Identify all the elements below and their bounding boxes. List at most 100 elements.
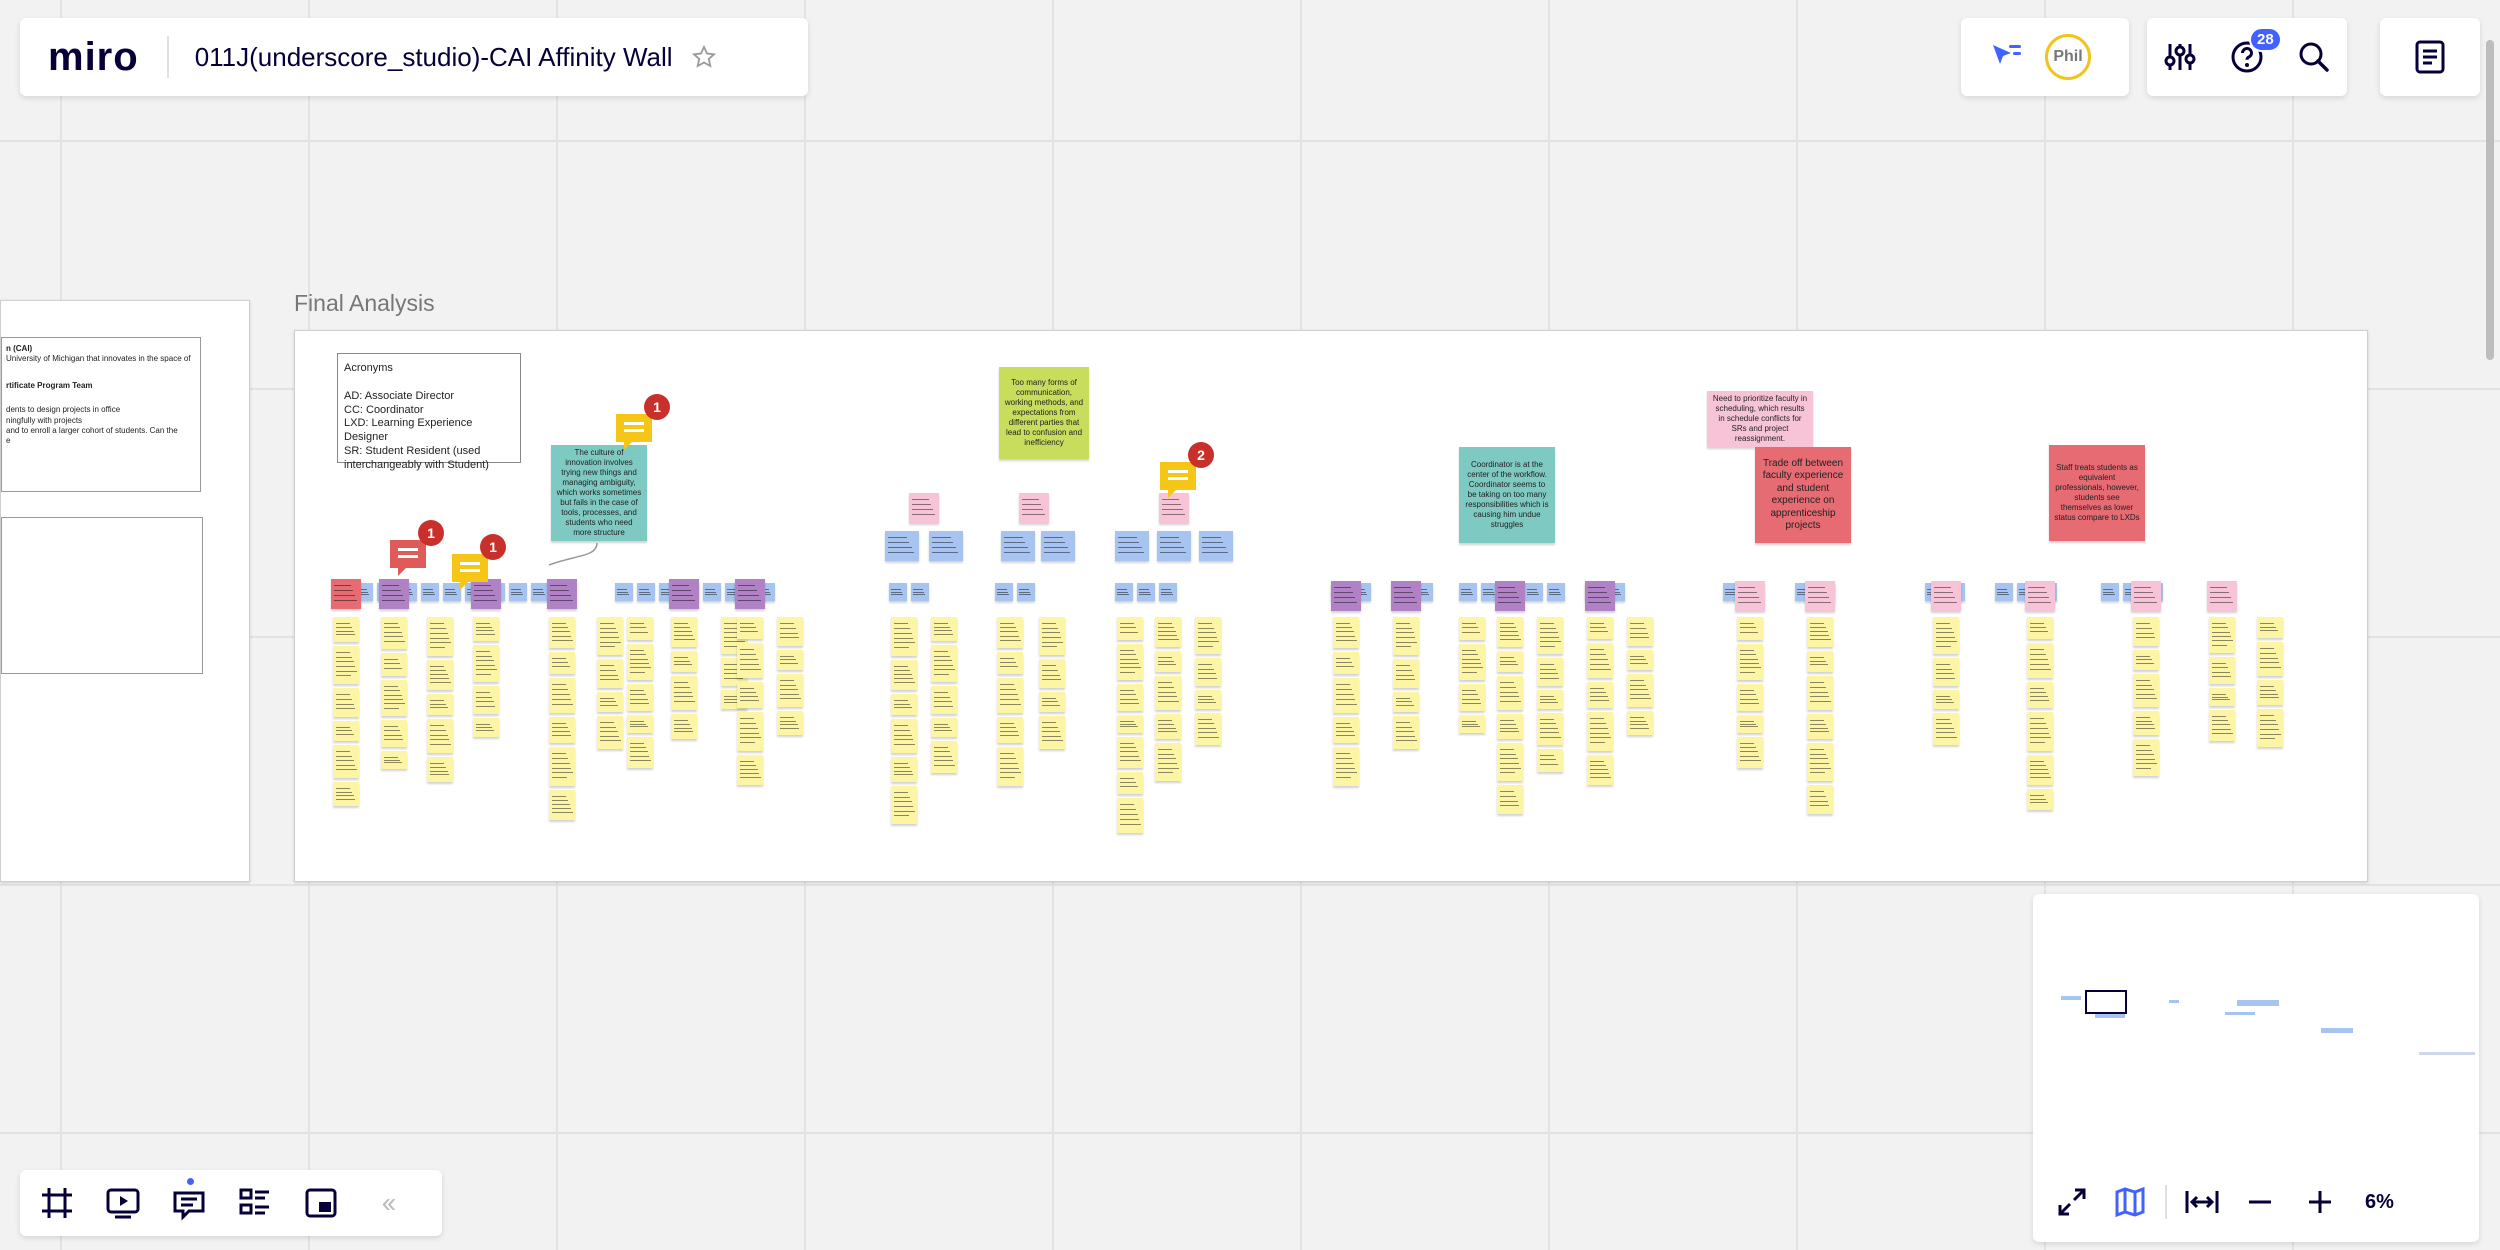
- sticky-note[interactable]: [777, 674, 803, 707]
- sticky-note[interactable]: [777, 711, 803, 735]
- sticky-note[interactable]: [1497, 617, 1523, 647]
- sticky-note[interactable]: [1459, 715, 1485, 733]
- sub-header-sticky[interactable]: [1481, 583, 1499, 601]
- sub-header-sticky[interactable]: [509, 583, 527, 601]
- sticky-note[interactable]: [1587, 617, 1613, 639]
- vertical-scrollbar[interactable]: [2486, 40, 2494, 360]
- sticky-note[interactable]: [627, 737, 653, 768]
- left-empty-card[interactable]: [1, 517, 203, 674]
- sticky-note[interactable]: [1737, 644, 1763, 680]
- sticky-note[interactable]: [427, 617, 453, 656]
- header-sticky[interactable]: [1931, 581, 1961, 611]
- sticky-note[interactable]: [1807, 676, 1833, 710]
- sticky-note[interactable]: [891, 617, 917, 656]
- header-sticky[interactable]: [1019, 493, 1049, 523]
- sticky-note[interactable]: [627, 617, 653, 640]
- comment-pin[interactable]: 2: [1156, 442, 1214, 507]
- sticky-note[interactable]: [381, 617, 407, 649]
- sticky-note[interactable]: [2133, 711, 2159, 735]
- sticky-note[interactable]: [1155, 676, 1181, 710]
- sticky-note[interactable]: [1039, 659, 1065, 688]
- header-sticky[interactable]: [735, 579, 765, 609]
- sub-header-sticky[interactable]: [1157, 531, 1191, 561]
- comment-pin[interactable]: 1: [448, 534, 506, 599]
- sticky-note[interactable]: [1393, 716, 1419, 749]
- sticky-note[interactable]: [891, 719, 917, 753]
- sticky-note[interactable]: [891, 660, 917, 690]
- header-sticky[interactable]: [1585, 581, 1615, 611]
- sticky-note[interactable]: [1333, 678, 1359, 713]
- sticky-note[interactable]: [931, 617, 957, 641]
- sticky-note[interactable]: [891, 757, 917, 782]
- sticky-note[interactable]: [627, 684, 653, 711]
- sticky-note[interactable]: [597, 716, 623, 749]
- sticky-note[interactable]: [1333, 652, 1359, 674]
- sticky-note[interactable]: [671, 617, 697, 647]
- sticky-note[interactable]: [997, 747, 1023, 786]
- sticky-note[interactable]: [891, 786, 917, 824]
- sticky-note[interactable]: [1807, 743, 1833, 781]
- frames-button[interactable]: [30, 1176, 84, 1230]
- sticky-note[interactable]: [1333, 617, 1359, 648]
- sticky-note[interactable]: [1155, 714, 1181, 739]
- header-sticky[interactable]: [1805, 581, 1835, 611]
- sub-header-sticky[interactable]: [531, 583, 549, 601]
- embed-board-button[interactable]: [294, 1176, 348, 1230]
- sticky-note[interactable]: [997, 617, 1023, 648]
- sticky-note[interactable]: [1155, 743, 1181, 781]
- sticky-note[interactable]: [549, 747, 575, 786]
- frame-title[interactable]: Final Analysis: [294, 290, 435, 316]
- help-icon[interactable]: 28: [2227, 27, 2282, 77]
- sticky-note[interactable]: [333, 782, 359, 806]
- sticky-note[interactable]: [1933, 690, 1959, 709]
- header-sticky[interactable]: [909, 493, 939, 523]
- sub-header-sticky[interactable]: [2101, 583, 2119, 601]
- sticky-note[interactable]: [777, 650, 803, 670]
- sub-header-sticky[interactable]: [1995, 583, 2013, 601]
- sticky-note[interactable]: [427, 757, 453, 782]
- sticky-note[interactable]: [549, 790, 575, 820]
- sticky-note[interactable]: [1155, 651, 1181, 672]
- sticky-note[interactable]: [333, 646, 359, 684]
- sticky-note[interactable]: [737, 643, 763, 678]
- sticky-note[interactable]: [473, 617, 499, 641]
- sticky-note[interactable]: [1737, 684, 1763, 711]
- sub-header-sticky[interactable]: [1115, 583, 1133, 601]
- sticky-note[interactable]: [1807, 651, 1833, 672]
- sticky-note[interactable]: [333, 745, 359, 778]
- sticky-note[interactable]: [1117, 684, 1143, 711]
- sticky-note[interactable]: [2257, 642, 2283, 676]
- sticky-note[interactable]: [931, 645, 957, 682]
- sticky-note[interactable]: [1393, 659, 1419, 688]
- sticky-note[interactable]: [1155, 617, 1181, 647]
- sticky-note[interactable]: [381, 680, 407, 716]
- sticky-note[interactable]: [1933, 658, 1959, 686]
- sticky-note[interactable]: [2027, 643, 2053, 678]
- sub-header-sticky[interactable]: [1159, 583, 1177, 601]
- sub-header-sticky[interactable]: [995, 583, 1013, 601]
- sticky-note[interactable]: [737, 617, 763, 639]
- left-frame[interactable]: n (CAI) University of Michigan that inno…: [0, 300, 250, 882]
- sticky-note[interactable]: [1807, 617, 1833, 647]
- sticky-note[interactable]: [1117, 617, 1143, 640]
- sticky-note[interactable]: [737, 682, 763, 708]
- sticky-note[interactable]: [549, 717, 575, 743]
- sub-header-sticky[interactable]: [1459, 583, 1477, 601]
- sticky-note[interactable]: [2209, 688, 2235, 706]
- sticky-note[interactable]: [1117, 798, 1143, 833]
- sticky-note[interactable]: [1537, 749, 1563, 772]
- insight-sticky-innovation[interactable]: The culture of innovation involves tryin…: [551, 445, 647, 541]
- sub-header-sticky[interactable]: [615, 583, 633, 601]
- sticky-note[interactable]: [381, 720, 407, 747]
- comment-pin[interactable]: 1: [612, 394, 670, 459]
- sticky-note[interactable]: [1933, 617, 1959, 654]
- sticky-note[interactable]: [1627, 674, 1653, 707]
- sticky-note[interactable]: [381, 751, 407, 769]
- sticky-note[interactable]: [1807, 714, 1833, 739]
- header-sticky[interactable]: [2025, 581, 2055, 611]
- sticky-note[interactable]: [1807, 785, 1833, 814]
- sticky-note[interactable]: [2133, 650, 2159, 670]
- sticky-note[interactable]: [549, 678, 575, 713]
- final-analysis-frame[interactable]: Acronyms AD: Associate Director CC: Coor…: [294, 330, 2368, 882]
- sub-header-sticky[interactable]: [1525, 583, 1543, 601]
